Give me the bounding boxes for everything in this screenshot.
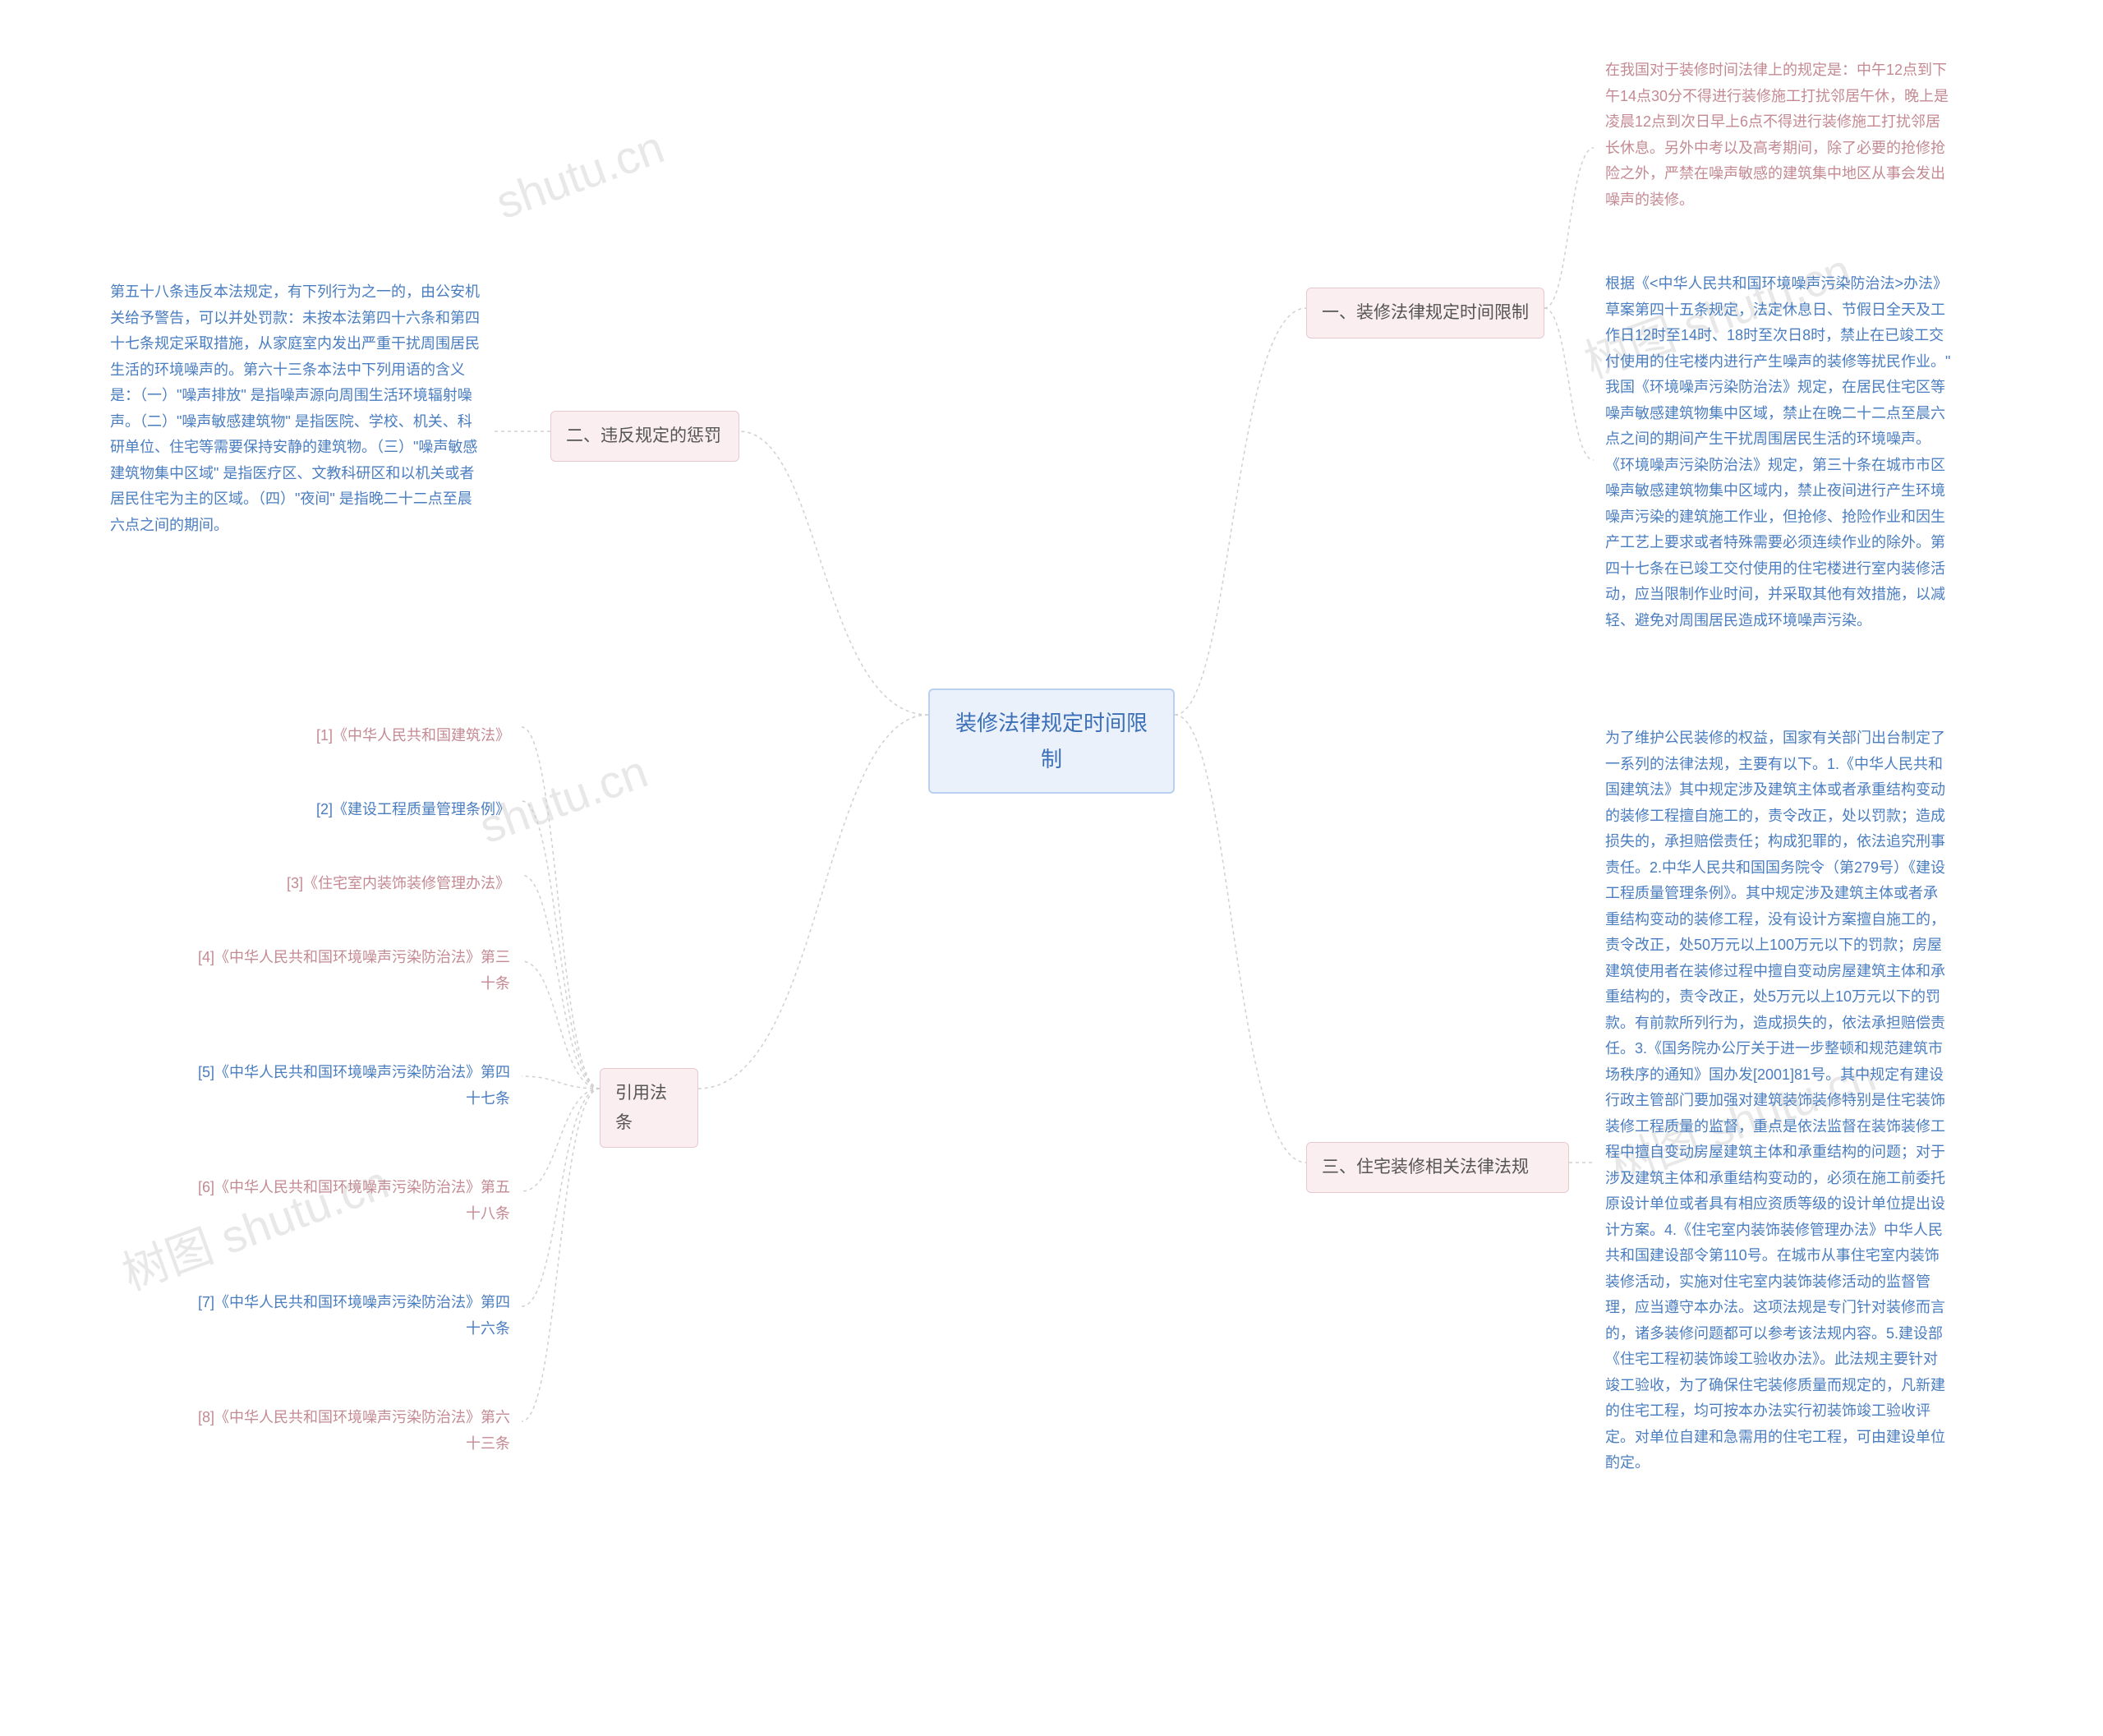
leaf-penalty-detail: 第五十八条违反本法规定，有下列行为之一的，由公安机关给予警告，可以并处罚款：未按… bbox=[99, 271, 493, 546]
ref-item: [3]《住宅室内装饰装修管理办法》 bbox=[177, 863, 522, 905]
branch-penalty: 二、违反规定的惩罚 bbox=[550, 411, 739, 462]
ref-item: [8]《中华人民共和国环境噪声污染防治法》第六十三条 bbox=[177, 1397, 522, 1465]
branch-references: 引用法条 bbox=[600, 1068, 698, 1148]
leaf-regulations-detail: 为了维护公民装修的权益，国家有关部门出台制定了一系列的法律法规，主要有以下。1.… bbox=[1594, 717, 1963, 1485]
watermark: shutu.cn bbox=[489, 120, 670, 229]
root-node: 装修法律规定时间限制 bbox=[928, 688, 1175, 794]
branch-time-limit: 一、装修法律规定时间限制 bbox=[1306, 288, 1544, 338]
leaf-time-detail: 根据《<中华人民共和国环境噪声污染防治法>办法》草案第四十五条规定，法定休息日、… bbox=[1594, 263, 1963, 642]
ref-item: [7]《中华人民共和国环境噪声污染防治法》第四十六条 bbox=[177, 1282, 522, 1350]
branch-regulations: 三、住宅装修相关法律法规 bbox=[1306, 1142, 1569, 1193]
ref-item: [1]《中华人民共和国建筑法》 bbox=[177, 715, 522, 757]
ref-item: [4]《中华人民共和国环境噪声污染防治法》第三十条 bbox=[177, 937, 522, 1005]
ref-item: [5]《中华人民共和国环境噪声污染防治法》第四十七条 bbox=[177, 1052, 522, 1120]
ref-item: [2]《建设工程质量管理条例》 bbox=[177, 789, 522, 831]
ref-item: [6]《中华人民共和国环境噪声污染防治法》第五十八条 bbox=[177, 1167, 522, 1235]
leaf-time-summary: 在我国对于装修时间法律上的规定是：中午12点到下午14点30分不得进行装修施工打… bbox=[1594, 49, 1963, 221]
